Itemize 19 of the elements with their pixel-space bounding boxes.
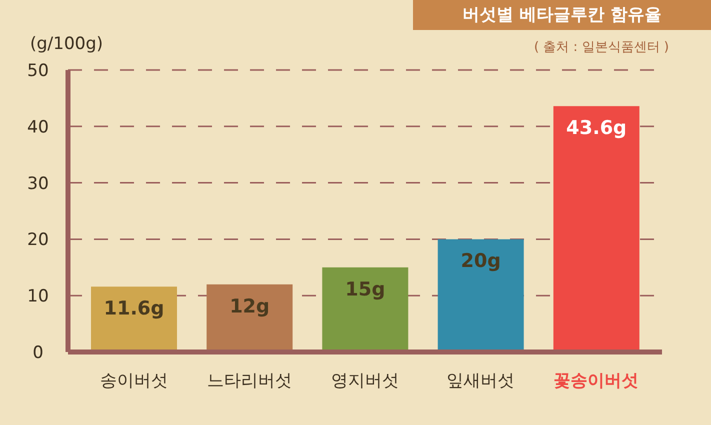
x-tick-label: 느타리버섯 <box>206 371 292 391</box>
x-tick-label: 꽃송이버섯 <box>554 371 639 391</box>
x-tick-label: 잎새버섯 <box>446 371 515 391</box>
y-tick-label: 40 <box>27 117 49 138</box>
y-tick-label: 30 <box>27 174 49 194</box>
data-label: 43.6g <box>566 117 627 140</box>
y-tick-label: 50 <box>27 61 49 82</box>
y-tick-label: 20 <box>27 230 49 250</box>
data-label: 11.6g <box>104 298 164 320</box>
data-label: 15g <box>345 278 386 300</box>
y-axis-title: (g/100g) <box>30 34 104 54</box>
y-tick-label: 0 <box>32 343 44 364</box>
data-label: 12g <box>230 295 270 318</box>
y-tick-label: 10 <box>27 286 49 307</box>
x-tick-label: 송이버섯 <box>100 371 168 391</box>
x-tick-label: 영지버섯 <box>331 371 399 391</box>
chart-title: 버섯별 베타글루칸 함유율 <box>413 0 711 30</box>
text: ( 출처 : 일본식품센터 ) <box>534 39 669 56</box>
data-label: 20g <box>460 250 501 272</box>
